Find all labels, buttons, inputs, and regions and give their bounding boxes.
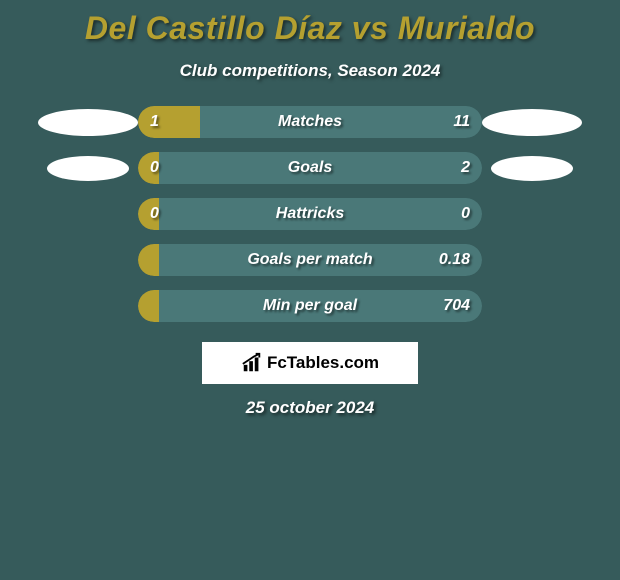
avatar-oval [491, 156, 573, 181]
bar-left-fill [138, 106, 200, 138]
stat-bar: 0 2 Goals [138, 152, 482, 184]
avatar-oval [482, 109, 582, 136]
stat-rows: 111Matches02Goals00Hattricks0.18Goals pe… [0, 106, 620, 322]
stat-bar: 111Matches [138, 106, 482, 138]
avatar-left-slot [38, 156, 138, 181]
page-title: Del Castillo Díaz vs Murialdo [0, 10, 620, 47]
chart-icon [241, 352, 263, 374]
bar-left-fill [138, 244, 159, 276]
bar-label: Min per goal [263, 297, 357, 315]
bar-left-fill [138, 290, 159, 322]
bar-right-value: 2 [461, 159, 470, 177]
avatar-right-slot [482, 109, 582, 136]
bar-label: Goals [288, 159, 332, 177]
avatar-oval [47, 156, 129, 181]
bar-right-value: 11 [453, 113, 470, 131]
bar-label: Goals per match [247, 251, 372, 269]
avatar-left-slot [38, 109, 138, 136]
bar-left-value: 0 [150, 205, 159, 223]
bar-left-value: 1 [150, 113, 159, 131]
brand-box: FcTables.com [202, 342, 418, 384]
stat-row: 111Matches [0, 106, 620, 138]
stat-row: 0 2 Goals [0, 152, 620, 184]
stats-comparison: Del Castillo Díaz vs Murialdo Club compe… [0, 0, 620, 428]
stat-bar: 704 Min per goal [138, 290, 482, 322]
bar-label: Matches [278, 113, 342, 131]
bar-label: Hattricks [276, 205, 344, 223]
avatar-oval [38, 109, 138, 136]
page-subtitle: Club competitions, Season 2024 [0, 61, 620, 81]
brand-text: FcTables.com [267, 353, 379, 373]
bar-left-value: 0 [150, 159, 159, 177]
stat-row: 0.18 Goals per match [0, 244, 620, 276]
avatar-right-slot [482, 156, 582, 181]
stat-row: 704 Min per goal [0, 290, 620, 322]
stat-bar: 0 0 Hattricks [138, 198, 482, 230]
bar-right-value: 0.18 [439, 251, 470, 269]
date-text: 25 october 2024 [0, 398, 620, 418]
stat-bar: 0.18 Goals per match [138, 244, 482, 276]
stat-row: 0 0 Hattricks [0, 198, 620, 230]
bar-right-value: 0 [461, 205, 470, 223]
brand-logo: FcTables.com [241, 352, 379, 374]
bar-right-value: 704 [443, 297, 470, 315]
